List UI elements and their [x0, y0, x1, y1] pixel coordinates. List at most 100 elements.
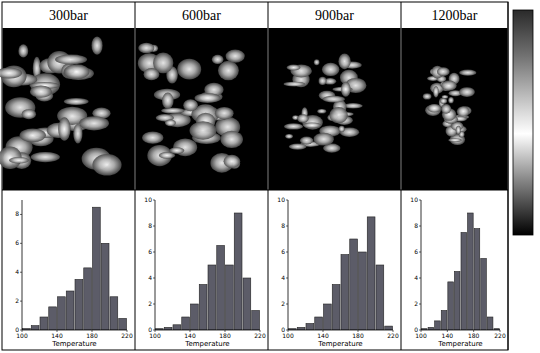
- x-axis-title: Temperature: [51, 340, 96, 348]
- histogram-bar: [49, 307, 57, 330]
- y-axis: [421, 200, 422, 330]
- frame: [2, 2, 508, 350]
- y-tick: [286, 304, 288, 305]
- x-tick-label: 220: [387, 332, 399, 339]
- thermal-blob: [319, 77, 327, 85]
- x-axis: [22, 330, 127, 331]
- thermal-blob: [220, 131, 243, 148]
- y-tick: [419, 200, 421, 201]
- thermal-blob: [169, 147, 184, 154]
- thermal-image: [269, 28, 401, 190]
- thermal-blob: [161, 108, 184, 114]
- x-tick-label: 100: [282, 332, 294, 339]
- histogram-bar: [474, 229, 480, 330]
- histogram-bar: [448, 282, 454, 330]
- bars: [23, 207, 127, 330]
- histogram-bar: [454, 272, 460, 331]
- y-tick: [286, 226, 288, 227]
- y-tick-label: 6: [148, 248, 152, 255]
- thermal-blob: [58, 117, 71, 140]
- histogram-bar: [376, 265, 384, 330]
- histogram-bar: [341, 255, 349, 330]
- x-axis: [288, 330, 393, 331]
- thermal-blob: [433, 86, 439, 98]
- x-tick-label: 180: [352, 332, 364, 339]
- thermal-blob: [31, 152, 60, 162]
- row-divider: [135, 190, 268, 191]
- thermal-blob: [30, 85, 52, 97]
- y-tick-label: 10: [410, 196, 418, 203]
- column-divider: [268, 2, 269, 350]
- column-divider: [401, 2, 402, 350]
- histogram-bar: [441, 311, 447, 331]
- thermal-blob: [165, 120, 176, 127]
- y-tick: [419, 252, 421, 253]
- x-axis-title: Temperature: [184, 340, 229, 348]
- thermal-blob: [91, 36, 102, 54]
- thermal-blob: [138, 43, 154, 53]
- thermal-blob: [441, 104, 451, 114]
- thermal-blob: [92, 154, 121, 176]
- column-divider: [508, 2, 509, 350]
- histogram-bar: [435, 321, 441, 330]
- thermal-blob: [456, 126, 461, 135]
- histogram-bar: [93, 207, 101, 330]
- histogram-bar: [332, 285, 340, 331]
- histogram-bar: [385, 326, 393, 330]
- y-axis: [288, 200, 289, 330]
- histogram-bar: [468, 213, 474, 330]
- thermal-blob: [18, 44, 28, 57]
- x-axis: [421, 330, 500, 331]
- thermal-blob: [425, 105, 441, 116]
- colorbar: [513, 10, 533, 235]
- y-tick: [419, 304, 421, 305]
- histogram-bar: [75, 279, 83, 330]
- y-tick: [153, 252, 155, 253]
- histogram-bar: [66, 291, 74, 330]
- y-tick: [153, 278, 155, 279]
- y-tick: [20, 301, 22, 302]
- x-tick-label: 180: [219, 332, 231, 339]
- figure: 300bar02468100140180220Temperature600bar…: [0, 0, 540, 353]
- histogram-bar: [243, 278, 251, 330]
- histogram-bar: [217, 246, 225, 331]
- histogram-bar: [101, 243, 109, 330]
- y-tick-label: 10: [144, 196, 152, 203]
- thermal-blob: [195, 93, 221, 103]
- x-axis-title: Temperature: [317, 340, 362, 348]
- histogram-bar: [461, 233, 467, 331]
- x-tick-label: 100: [149, 332, 161, 339]
- y-tick-label: 4: [15, 268, 19, 275]
- y-tick: [20, 272, 22, 273]
- histogram-bar: [119, 318, 127, 330]
- histogram-bar: [359, 252, 367, 330]
- y-tick: [419, 278, 421, 279]
- bars: [289, 217, 393, 330]
- x-tick-label: 140: [51, 332, 63, 339]
- y-tick-label: 6: [414, 248, 418, 255]
- y-tick-label: 8: [148, 222, 152, 229]
- thermal-blob: [285, 134, 293, 139]
- histogram-bar: [182, 317, 190, 330]
- x-axis-title: Temperature: [437, 340, 482, 348]
- x-tick-label: 100: [415, 332, 427, 339]
- histogram-bar: [84, 268, 92, 330]
- x-tick-label: 180: [468, 332, 480, 339]
- thermal-blob: [314, 133, 334, 146]
- thermal-image: [402, 28, 508, 190]
- bars: [422, 213, 500, 330]
- x-tick-label: 220: [121, 332, 133, 339]
- histogram-bar: [40, 317, 48, 330]
- x-tick-label: 100: [16, 332, 28, 339]
- x-axis: [155, 330, 260, 331]
- thermal-blob: [224, 155, 241, 168]
- thermal-image: [136, 28, 268, 190]
- y-tick-label: 2: [414, 300, 418, 307]
- thermal-blob: [287, 65, 301, 71]
- thermal-blob: [323, 96, 345, 103]
- x-tick-label: 140: [317, 332, 329, 339]
- panel-title: 900bar: [315, 8, 354, 23]
- thermal-blob: [341, 82, 351, 97]
- thermal-image: [3, 28, 135, 190]
- y-tick: [419, 226, 421, 227]
